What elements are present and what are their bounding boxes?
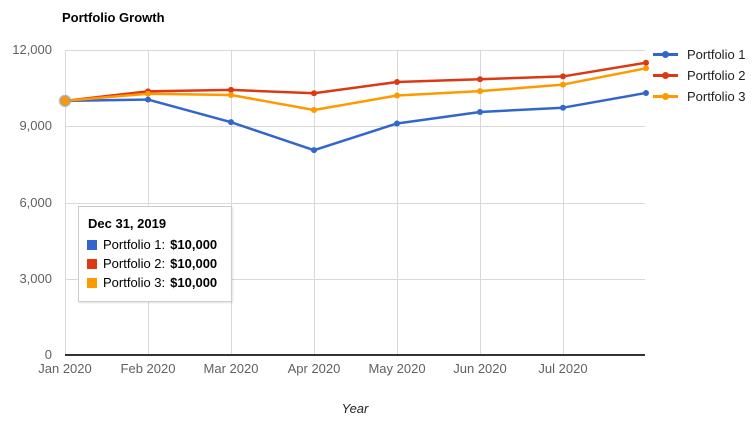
tooltip-series-value: $10,000 [170, 237, 218, 252]
x-tick-label: Mar 2020 [203, 361, 259, 376]
legend-marker [653, 92, 678, 100]
series-line-portfolio-3[interactable] [63, 67, 648, 112]
x-tick-label: Jan 2020 [38, 361, 92, 376]
y-tick-label: 6,000 [19, 194, 52, 210]
data-point-portfolio-3[interactable] [228, 91, 234, 98]
data-point-portfolio-1[interactable] [228, 119, 234, 126]
tooltip-series-label: Portfolio 2: [103, 256, 166, 271]
data-point-portfolio-2[interactable] [560, 73, 566, 80]
y-tick-label: 12,000 [12, 42, 52, 57]
legend-label: Portfolio 1 [687, 46, 746, 62]
data-point-portfolio-1[interactable] [477, 109, 483, 116]
data-point-portfolio-3[interactable] [560, 81, 566, 88]
data-point-portfolio-3[interactable] [145, 90, 151, 97]
data-point-portfolio-3[interactable] [311, 106, 317, 113]
legend-label: Portfolio 2 [687, 67, 746, 83]
data-point-portfolio-1[interactable] [643, 89, 649, 96]
legend-item-portfolio-3[interactable]: Portfolio 3 [653, 88, 746, 104]
tooltip-color-swatch-icon [87, 277, 97, 288]
y-tick-label: 0 [44, 347, 52, 362]
data-point-portfolio-2[interactable] [643, 59, 649, 66]
data-point-portfolio-1[interactable] [560, 104, 566, 111]
data-point-portfolio-3[interactable] [394, 92, 400, 99]
tooltip-series-value: $10,000 [170, 275, 218, 290]
legend-item-portfolio-2[interactable]: Portfolio 2 [653, 67, 746, 83]
x-axis-title: Year [341, 401, 369, 416]
legend-label: Portfolio 3 [687, 88, 746, 104]
data-point-portfolio-2[interactable] [477, 76, 483, 83]
series-line-portfolio-2[interactable] [63, 61, 648, 103]
data-point-portfolio-3[interactable] [643, 65, 649, 72]
y-tick-label: 3,000 [19, 270, 52, 286]
data-point-portfolio-2[interactable] [311, 90, 317, 97]
series-line-portfolio-1[interactable] [63, 91, 648, 152]
tooltip-row: Portfolio 1: $10,000 [87, 235, 217, 254]
x-tick-label: Feb 2020 [120, 361, 176, 376]
data-point-portfolio-1[interactable] [145, 96, 151, 103]
tooltip-series-value: $10,000 [170, 256, 218, 271]
tooltip-series-label: Portfolio 1: [103, 237, 166, 252]
tooltip-row: Portfolio 2: $10,000 [87, 254, 217, 273]
x-tick-label: Jul 2020 [538, 361, 588, 376]
tooltip-color-swatch-icon [87, 239, 97, 250]
tooltip: Dec 31, 2019 Portfolio 1: $10,000 Portfoli… [78, 206, 233, 302]
legend-marker [653, 71, 678, 79]
tooltip-rows: Portfolio 1: $10,000 Portfolio 2: $10,000 Po… [87, 235, 217, 292]
highlighted-point[interactable] [58, 94, 72, 108]
chart-title: Portfolio Growth [62, 10, 165, 25]
x-tick-label: Apr 2020 [287, 361, 341, 376]
data-point-portfolio-3[interactable] [477, 88, 483, 95]
legend-marker [653, 50, 678, 58]
x-tick-label: May 2020 [368, 361, 426, 376]
tooltip-row: Portfolio 3: $10,000 [87, 273, 217, 292]
data-point-portfolio-2[interactable] [228, 86, 234, 93]
tooltip-series-label: Portfolio 3: [103, 275, 166, 290]
tooltip-color-swatch-icon [87, 258, 97, 269]
legend-item-portfolio-1[interactable]: Portfolio 1 [653, 46, 746, 62]
x-tick-label: Jun 2020 [453, 361, 507, 376]
y-tick-label: 9,000 [19, 118, 52, 134]
data-point-portfolio-1[interactable] [311, 147, 317, 154]
tooltip-title: Dec 31, 2019 [88, 216, 167, 231]
data-point-portfolio-2[interactable] [394, 79, 400, 86]
data-point-portfolio-1[interactable] [394, 120, 400, 127]
